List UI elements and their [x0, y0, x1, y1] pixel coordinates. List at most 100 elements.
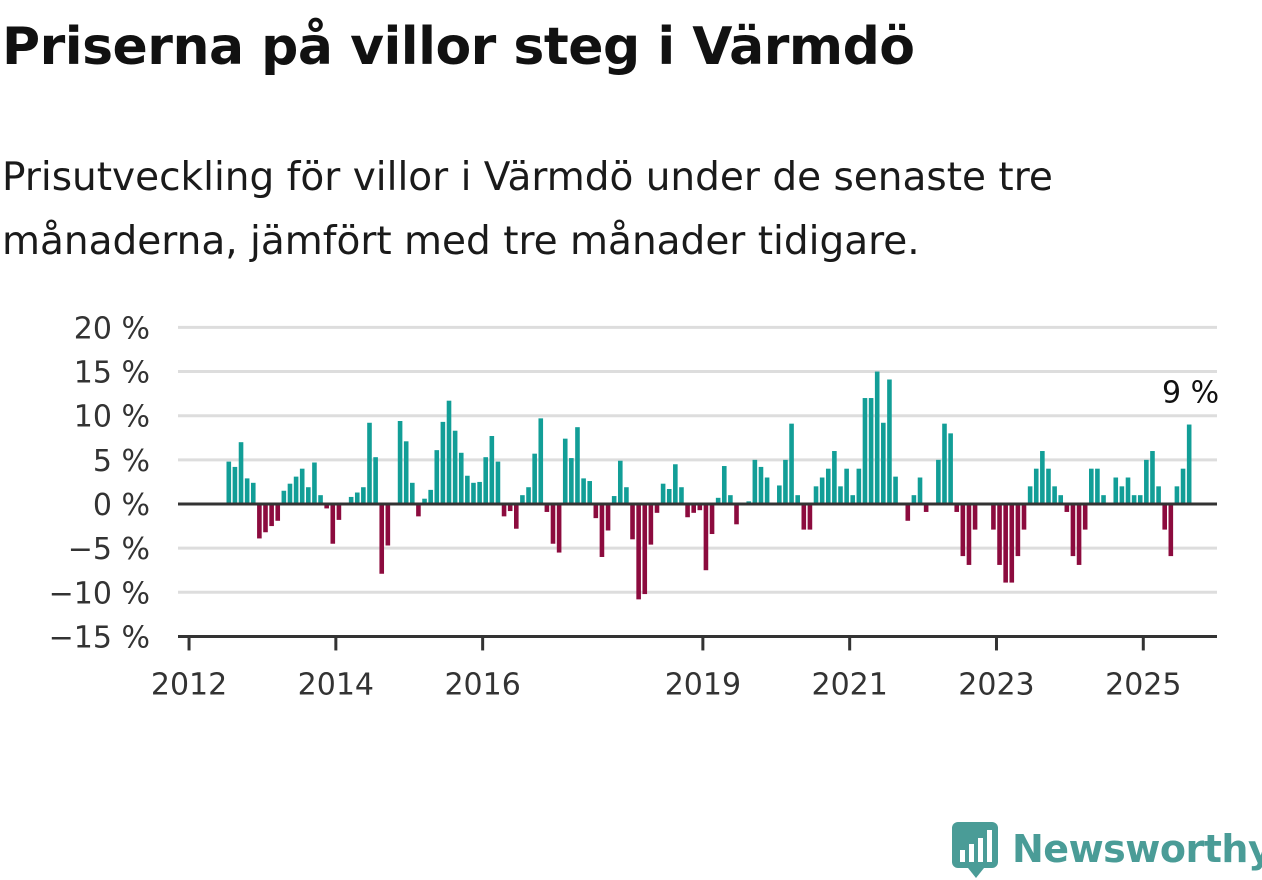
- bar: [813, 486, 819, 504]
- bar: [893, 476, 898, 504]
- bar: [550, 504, 556, 544]
- bar: [832, 451, 837, 504]
- bar: [526, 487, 531, 504]
- bar: [495, 461, 501, 504]
- bar: [532, 453, 537, 504]
- bar: [777, 485, 782, 504]
- bar: [1021, 504, 1027, 530]
- bar: [691, 504, 696, 513]
- bar: [312, 462, 317, 504]
- bar: [562, 438, 568, 504]
- bar: [1033, 468, 1039, 504]
- bar: [403, 441, 409, 504]
- bar: [226, 461, 232, 504]
- bar: [293, 476, 299, 504]
- bar: [575, 427, 580, 504]
- x-tick-label: 2012: [151, 667, 227, 700]
- bar: [660, 483, 666, 504]
- bar: [764, 477, 770, 504]
- bar: [581, 478, 586, 504]
- bar: [1015, 504, 1021, 557]
- bar: [489, 436, 495, 504]
- bar: [514, 504, 519, 529]
- bar: [783, 459, 788, 504]
- bar: [948, 433, 953, 504]
- bar: [452, 430, 458, 504]
- bar: [287, 483, 293, 504]
- y-tick-label: 5 %: [93, 444, 150, 479]
- bar: [299, 468, 305, 504]
- tick-labels: 20 % 15 % 10 % 5 % 0 % −5 % −10 % −15 %2012 2014…: [49, 311, 1223, 700]
- bar: [966, 504, 972, 565]
- bar: [850, 495, 856, 504]
- bar: [1174, 486, 1180, 504]
- bar: [232, 466, 238, 504]
- bar: [697, 504, 703, 511]
- bar: [617, 460, 623, 504]
- bar: [673, 464, 678, 504]
- bar: [428, 489, 433, 504]
- bar: [1113, 477, 1119, 504]
- bar: [1027, 486, 1033, 504]
- y-tick-label: −5 %: [68, 532, 150, 567]
- gridlines: [178, 325, 1217, 594]
- bar: [1009, 504, 1015, 583]
- bar: [654, 504, 660, 513]
- bar: [887, 379, 892, 504]
- x-tick-label: 2023: [958, 667, 1034, 700]
- bar: [752, 459, 758, 504]
- bar: [373, 457, 378, 504]
- bar: [1137, 495, 1143, 504]
- bar: [477, 481, 482, 504]
- x-tick-label: 2016: [444, 667, 520, 700]
- brand-logo: Newsworthy: [950, 818, 1262, 880]
- bar: [819, 477, 825, 504]
- bar: [281, 490, 287, 504]
- chart-subtitle: Prisutveckling för villor i Värmdö under…: [2, 155, 1053, 264]
- bar: [275, 504, 281, 521]
- bar: [862, 398, 868, 504]
- bar: [507, 504, 513, 512]
- bar: [911, 495, 917, 504]
- bar: [587, 481, 592, 504]
- bar: [367, 422, 372, 504]
- bar: [905, 504, 911, 521]
- x-tick-label: 2021: [811, 667, 887, 700]
- bar: [471, 482, 476, 504]
- bar: [1052, 486, 1057, 504]
- x-tick-label: 2014: [298, 667, 374, 700]
- bar: [397, 421, 403, 504]
- bar: [666, 488, 672, 504]
- x-tick-label: 2019: [665, 667, 741, 700]
- bar: [263, 504, 268, 533]
- bar: [1144, 459, 1149, 504]
- y-tick-label: 15 %: [74, 356, 150, 391]
- bar: [997, 504, 1002, 565]
- bar: [972, 504, 978, 530]
- bar: [636, 504, 641, 600]
- bar: [348, 496, 354, 504]
- bar: [1095, 468, 1100, 504]
- axes: [178, 502, 1217, 651]
- bar: [1131, 495, 1137, 504]
- bar: [1186, 424, 1192, 504]
- bar: [238, 442, 244, 504]
- bar: [318, 495, 323, 504]
- bar: [379, 504, 385, 574]
- bar: [679, 487, 684, 504]
- bar: [1089, 468, 1094, 504]
- bar: [1082, 504, 1088, 530]
- bar: [917, 477, 923, 504]
- bar: [642, 504, 648, 595]
- bar: [1162, 504, 1167, 530]
- bar: [789, 423, 794, 504]
- bar: [611, 496, 617, 504]
- bar: [1046, 468, 1051, 504]
- bar: [801, 504, 807, 530]
- bar: [703, 504, 709, 571]
- y-tick-label: −15 %: [49, 620, 150, 655]
- bar: [306, 487, 311, 504]
- bar: [250, 482, 256, 504]
- bar: [1070, 504, 1076, 557]
- bar: [434, 450, 440, 504]
